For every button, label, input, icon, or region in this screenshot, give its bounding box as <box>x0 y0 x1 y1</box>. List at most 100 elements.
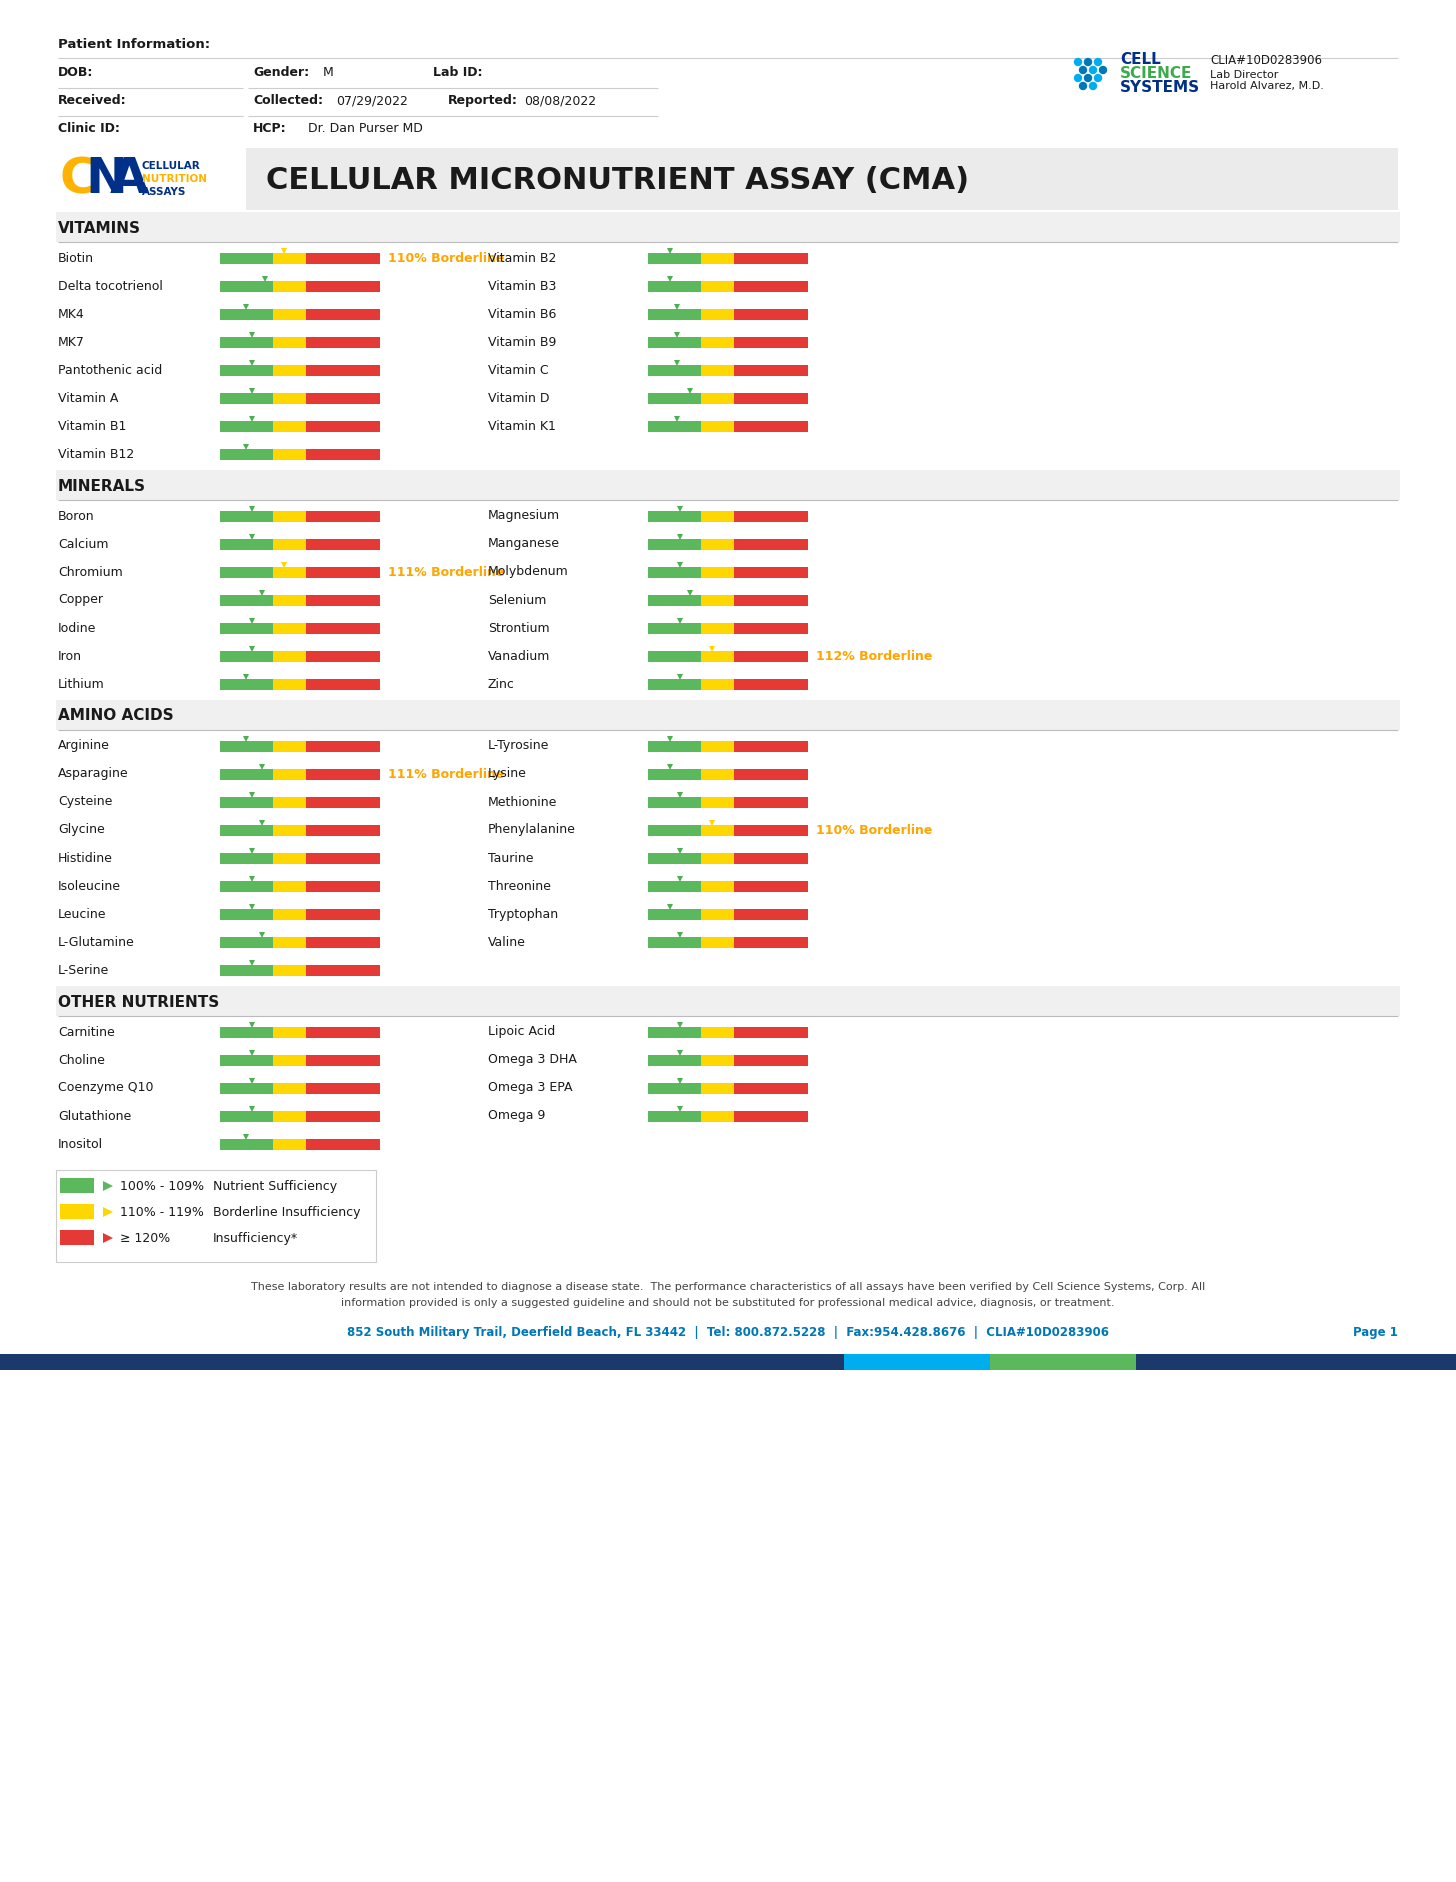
Bar <box>272 623 306 634</box>
Text: Vanadium: Vanadium <box>488 649 550 662</box>
Text: 110% Borderline: 110% Borderline <box>815 824 932 836</box>
Bar <box>306 280 380 292</box>
Bar <box>220 1026 272 1037</box>
Bar <box>272 538 306 550</box>
Text: 111% Borderline: 111% Borderline <box>387 565 504 578</box>
Text: Vitamin A: Vitamin A <box>58 391 118 405</box>
Bar <box>272 365 306 376</box>
Text: Boron: Boron <box>58 510 95 523</box>
Bar <box>700 309 734 320</box>
Bar <box>220 393 272 403</box>
Text: Strontium: Strontium <box>488 621 549 634</box>
Bar <box>734 909 808 920</box>
Text: Iron: Iron <box>58 649 82 662</box>
Bar <box>734 1110 808 1122</box>
Text: M: M <box>323 66 333 79</box>
Bar <box>272 937 306 947</box>
Text: Omega 9: Omega 9 <box>488 1110 546 1122</box>
Text: SCIENCE: SCIENCE <box>1120 66 1192 81</box>
Text: Omega 3 DHA: Omega 3 DHA <box>488 1054 577 1067</box>
Text: Omega 3 EPA: Omega 3 EPA <box>488 1082 572 1095</box>
Bar <box>272 1110 306 1122</box>
Bar <box>734 566 808 578</box>
Text: L-Glutamine: L-Glutamine <box>58 935 135 949</box>
Bar <box>648 420 700 431</box>
Bar <box>306 964 380 975</box>
Text: Vitamin B3: Vitamin B3 <box>488 280 556 292</box>
Bar <box>55 470 1401 501</box>
Text: Taurine: Taurine <box>488 851 533 864</box>
Bar <box>734 623 808 634</box>
Bar <box>700 393 734 403</box>
Bar <box>734 768 808 779</box>
Bar <box>272 566 306 578</box>
Bar <box>734 252 808 263</box>
Text: Tryptophan: Tryptophan <box>488 907 558 920</box>
Bar <box>220 1082 272 1093</box>
Bar <box>306 1082 380 1093</box>
Bar <box>1136 1353 1456 1370</box>
Bar <box>306 538 380 550</box>
Bar <box>220 448 272 459</box>
Text: Cysteine: Cysteine <box>58 796 112 809</box>
Bar <box>648 566 700 578</box>
Text: Calcium: Calcium <box>58 538 109 551</box>
Text: Lab ID:: Lab ID: <box>432 66 482 79</box>
Bar <box>648 1082 700 1093</box>
Text: Asparagine: Asparagine <box>58 768 128 781</box>
Text: MINERALS: MINERALS <box>58 478 146 493</box>
Bar <box>220 510 272 521</box>
Bar <box>306 365 380 376</box>
Bar <box>648 280 700 292</box>
Bar <box>734 337 808 348</box>
Text: CELLULAR: CELLULAR <box>143 162 201 171</box>
Bar <box>734 853 808 864</box>
Text: Methionine: Methionine <box>488 796 558 809</box>
Text: Glutathione: Glutathione <box>58 1110 131 1122</box>
Text: These laboratory results are not intended to diagnose a disease state.  The perf: These laboratory results are not intende… <box>250 1282 1206 1293</box>
Bar <box>55 986 1401 1016</box>
Bar <box>272 1139 306 1150</box>
Bar <box>220 538 272 550</box>
Bar <box>700 796 734 807</box>
Text: Lithium: Lithium <box>58 678 105 691</box>
Bar <box>60 1178 95 1193</box>
Bar <box>734 1054 808 1065</box>
Bar <box>220 740 272 751</box>
Bar <box>272 796 306 807</box>
Bar <box>700 420 734 431</box>
Circle shape <box>1079 66 1086 73</box>
Bar <box>306 252 380 263</box>
Text: Molybdenum: Molybdenum <box>488 565 569 578</box>
Text: Reported:: Reported: <box>448 94 518 107</box>
Bar <box>306 937 380 947</box>
Bar <box>648 337 700 348</box>
Bar <box>734 595 808 606</box>
Bar <box>648 393 700 403</box>
Bar <box>272 853 306 864</box>
Bar <box>700 1082 734 1093</box>
Bar <box>306 796 380 807</box>
Bar <box>220 679 272 689</box>
Bar <box>306 1110 380 1122</box>
Bar <box>220 1110 272 1122</box>
Circle shape <box>1089 83 1096 90</box>
Bar <box>700 853 734 864</box>
Bar <box>648 768 700 779</box>
Bar <box>648 252 700 263</box>
Bar <box>734 740 808 751</box>
Bar <box>700 679 734 689</box>
Text: Iodine: Iodine <box>58 621 96 634</box>
Text: Threonine: Threonine <box>488 879 550 892</box>
Circle shape <box>1075 75 1082 81</box>
Bar <box>220 252 272 263</box>
Bar <box>648 853 700 864</box>
Text: Chromium: Chromium <box>58 565 122 578</box>
Bar <box>734 1026 808 1037</box>
Text: Harold Alvarez, M.D.: Harold Alvarez, M.D. <box>1210 81 1324 90</box>
Text: Nutrient Sufficiency: Nutrient Sufficiency <box>213 1180 338 1193</box>
Bar <box>648 538 700 550</box>
Bar <box>734 365 808 376</box>
Text: CELL: CELL <box>1120 53 1160 68</box>
Bar <box>700 566 734 578</box>
